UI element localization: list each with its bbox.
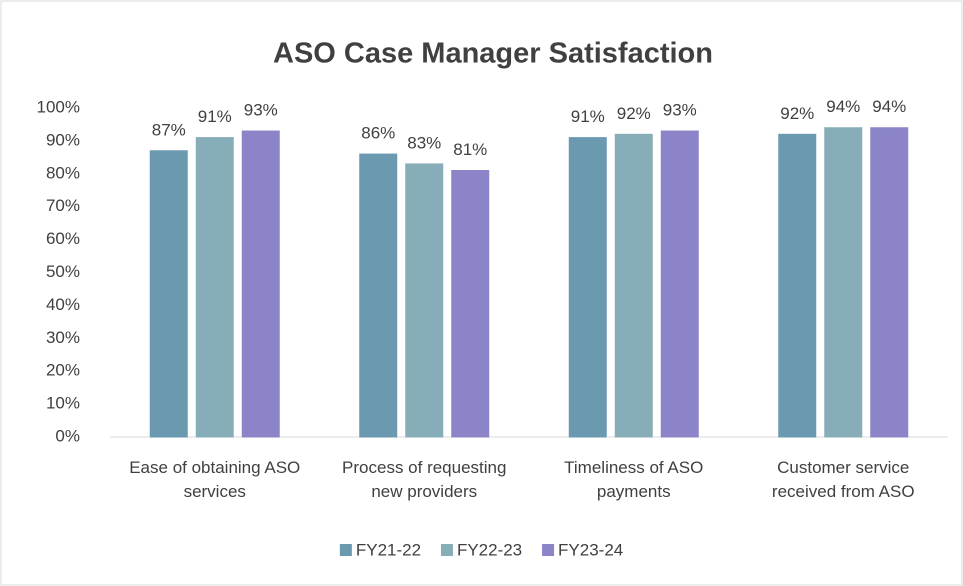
bar bbox=[870, 127, 909, 438]
y-tick-label: 60% bbox=[46, 229, 80, 248]
x-tick-label: Process of requesting new providers bbox=[342, 458, 507, 501]
data-label: 92% bbox=[617, 104, 651, 123]
data-label: 83% bbox=[407, 133, 441, 152]
bar bbox=[149, 150, 188, 438]
bar bbox=[778, 133, 817, 438]
y-tick-label: 30% bbox=[46, 328, 80, 347]
bar bbox=[824, 127, 863, 438]
bar bbox=[241, 130, 280, 438]
bar bbox=[451, 170, 490, 438]
y-tick-label: 50% bbox=[46, 262, 80, 281]
legend-swatch bbox=[339, 544, 352, 556]
bar bbox=[405, 163, 444, 438]
data-label: 94% bbox=[826, 97, 860, 116]
data-label: 92% bbox=[780, 104, 814, 123]
bar bbox=[568, 137, 607, 438]
bar bbox=[614, 133, 653, 438]
x-tick-label: Ease of obtaining ASO services bbox=[129, 458, 301, 501]
y-tick-label: 10% bbox=[46, 394, 80, 413]
x-tick-label: Timeliness of ASO payments bbox=[564, 458, 704, 501]
y-tick-label: 80% bbox=[46, 163, 80, 182]
data-label: 91% bbox=[198, 107, 232, 126]
data-label: 87% bbox=[152, 120, 186, 139]
y-tick-label: 20% bbox=[46, 361, 80, 380]
data-label: 86% bbox=[361, 124, 395, 143]
legend-label: FY21-22 bbox=[356, 540, 421, 559]
bar bbox=[195, 137, 234, 438]
y-tick-label: 70% bbox=[46, 196, 80, 215]
data-label: 91% bbox=[571, 107, 605, 126]
data-label: 93% bbox=[244, 101, 278, 120]
data-label: 81% bbox=[453, 140, 487, 159]
bar bbox=[660, 130, 699, 438]
y-tick-label: 0% bbox=[55, 426, 80, 445]
y-tick-label: 90% bbox=[46, 130, 80, 149]
legend-swatch bbox=[542, 544, 555, 556]
y-tick-label: 100% bbox=[37, 97, 80, 116]
bar bbox=[359, 153, 398, 438]
legend-swatch bbox=[440, 544, 453, 556]
legend-label: FY22-23 bbox=[457, 540, 522, 559]
x-tick-label: Customer service received from ASO bbox=[771, 458, 915, 501]
data-label: 93% bbox=[663, 101, 697, 120]
data-label: 94% bbox=[872, 97, 906, 116]
y-tick-label: 40% bbox=[46, 295, 80, 314]
chart-title: ASO Case Manager Satisfaction bbox=[273, 38, 713, 70]
legend-label: FY23-24 bbox=[558, 540, 623, 559]
